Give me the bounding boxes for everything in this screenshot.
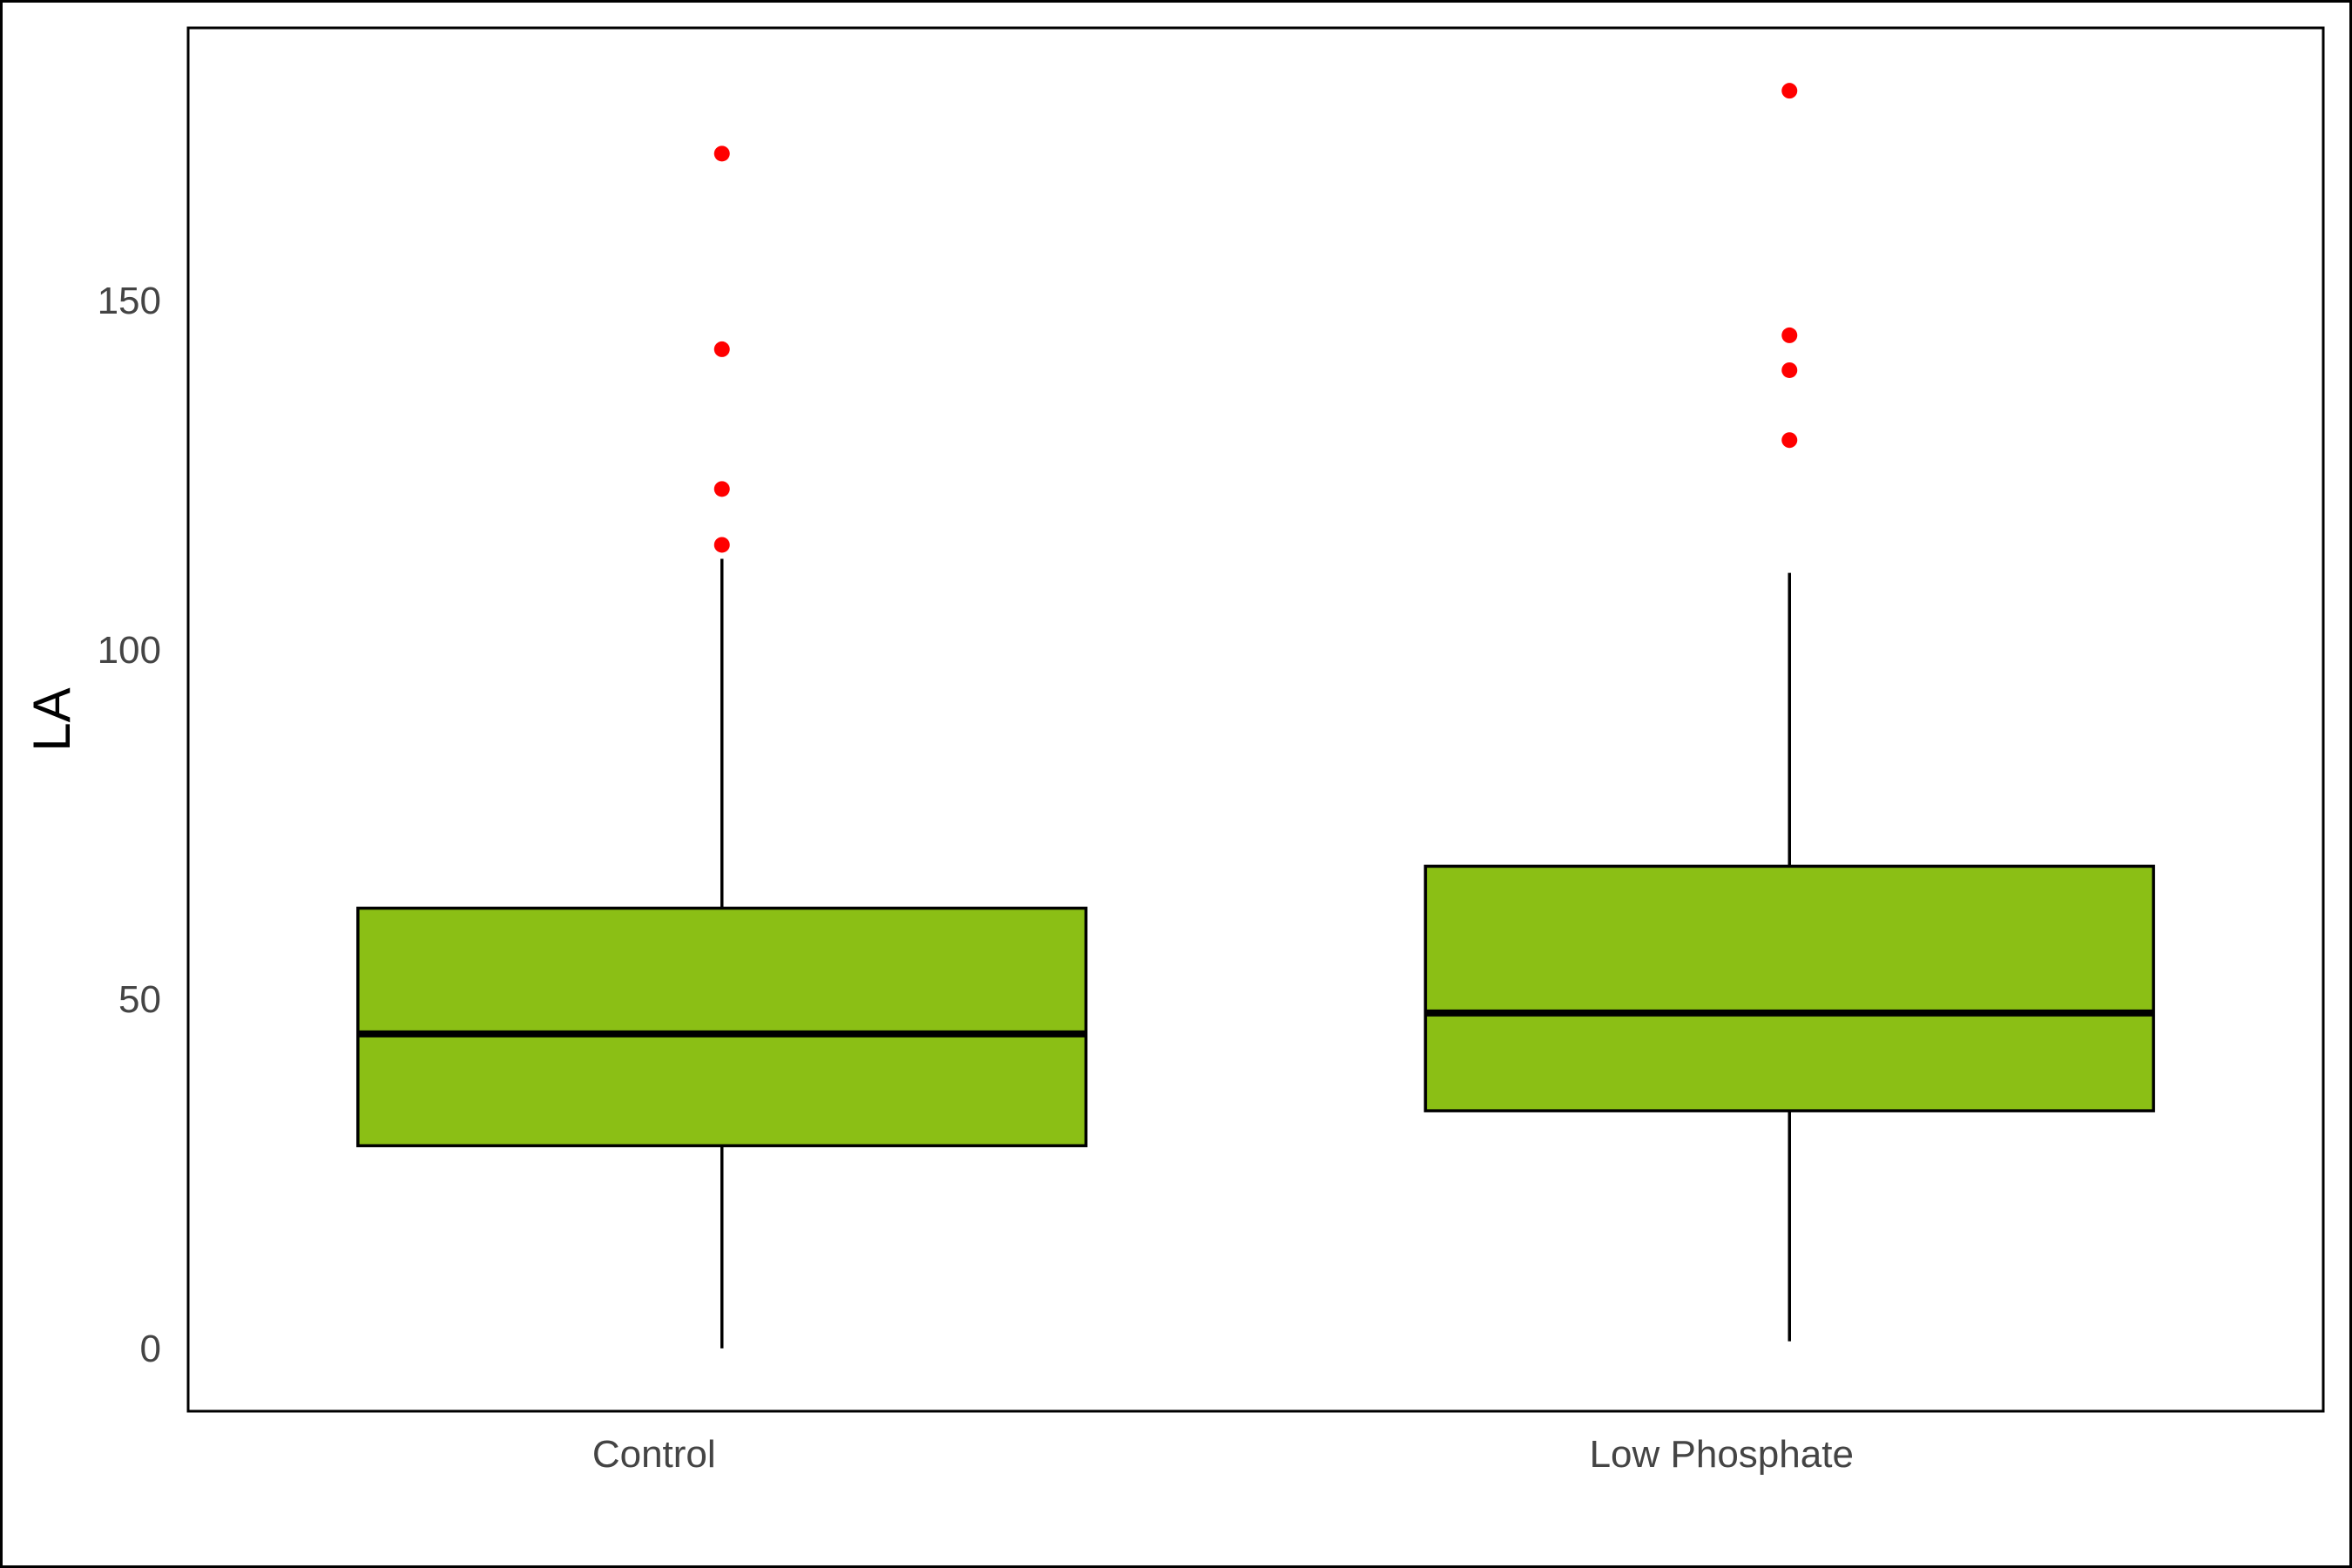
outlier-point [1781,362,1798,378]
outlier-point [713,341,730,357]
outlier-point [1781,83,1798,99]
x-axis-ticks: Control Low Phosphate [592,1433,1854,1476]
y-tick-label: 100 [98,629,161,672]
box-iqr [356,906,1088,1147]
box-group [1423,83,2155,1342]
y-axis-title: LA [23,687,81,751]
x-tick-label: Low Phosphate [1590,1433,1854,1476]
outlier-point [713,481,730,497]
box-series [356,83,2155,1348]
outlier-point [713,145,730,162]
y-tick-label: 50 [118,978,161,1021]
box-group [356,145,1088,1348]
outlier-point [713,537,730,553]
outlier-point [1781,327,1798,343]
box-iqr [1423,864,2155,1112]
outlier-point [1781,432,1798,449]
plot-panel-border [186,26,2325,1413]
y-axis-ticks: 0 50 100 150 [98,280,161,1370]
y-tick-label: 0 [140,1328,161,1370]
x-tick-label: Control [592,1433,716,1476]
y-tick-label: 150 [98,280,161,322]
